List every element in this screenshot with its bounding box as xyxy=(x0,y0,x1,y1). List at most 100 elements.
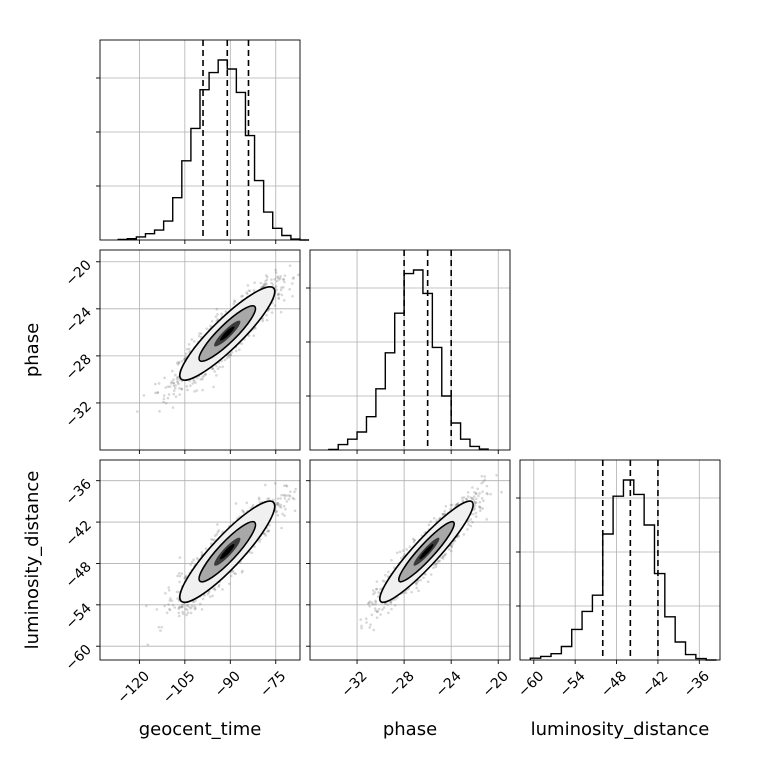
sample-point xyxy=(438,559,442,563)
sample-point xyxy=(201,377,204,381)
sample-point xyxy=(189,611,193,615)
sample-point xyxy=(254,327,257,330)
sample-point xyxy=(284,507,287,511)
sample-point xyxy=(201,388,204,392)
sample-point xyxy=(186,611,190,615)
sample-point xyxy=(262,285,265,288)
sample-point xyxy=(371,589,375,592)
sample-point xyxy=(444,504,448,508)
sample-point xyxy=(193,605,196,608)
contour-line xyxy=(179,500,276,604)
sample-point xyxy=(389,600,393,603)
sample-point xyxy=(217,583,221,587)
sample-point xyxy=(215,364,218,368)
sample-point xyxy=(217,529,221,532)
sample-point xyxy=(177,361,181,365)
sample-point xyxy=(203,594,206,597)
sample-point xyxy=(279,288,283,292)
x-tick-label: −54 xyxy=(557,668,589,700)
sample-point xyxy=(432,566,435,570)
sample-point xyxy=(280,286,283,289)
sample-point xyxy=(223,358,227,362)
sample-point xyxy=(467,523,470,526)
sample-point xyxy=(172,392,176,396)
sample-point xyxy=(191,382,195,385)
sample-point xyxy=(252,334,256,337)
sample-point xyxy=(276,293,280,296)
sample-point xyxy=(413,538,416,542)
sample-point xyxy=(415,586,418,590)
sample-point xyxy=(240,295,243,298)
sample-point xyxy=(280,493,283,497)
sample-point xyxy=(395,551,399,555)
sample-point xyxy=(246,284,250,287)
sample-point xyxy=(471,486,474,489)
hist-panel-geocent_time xyxy=(96,39,310,241)
sample-point xyxy=(180,572,184,575)
sample-point xyxy=(382,606,386,609)
sample-point xyxy=(291,277,295,280)
sample-point xyxy=(230,350,234,354)
sample-point xyxy=(359,618,363,621)
sample-point xyxy=(419,578,423,582)
sample-point xyxy=(469,496,472,499)
sample-point xyxy=(480,481,483,485)
sample-point xyxy=(270,311,274,314)
sample-point xyxy=(394,598,397,601)
sample-point xyxy=(265,278,269,282)
sample-point xyxy=(233,299,236,302)
sample-point xyxy=(441,512,445,516)
sample-point xyxy=(282,278,286,281)
sample-point xyxy=(482,499,485,502)
sample-point xyxy=(176,363,180,366)
sample-point xyxy=(479,506,482,510)
sample-point xyxy=(265,274,268,277)
sample-point xyxy=(227,355,231,359)
sample-point xyxy=(470,497,474,500)
sample-point xyxy=(267,529,270,533)
sample-point xyxy=(413,539,417,542)
sample-point xyxy=(240,571,244,574)
sample-point xyxy=(188,605,191,609)
sample-point xyxy=(429,573,433,576)
sample-point xyxy=(297,273,300,277)
sample-point xyxy=(167,393,171,396)
sample-point xyxy=(174,373,177,377)
sample-point xyxy=(174,384,177,387)
sample-point xyxy=(241,294,244,298)
sample-point xyxy=(175,380,179,383)
sample-point xyxy=(172,389,176,392)
sample-point xyxy=(285,494,289,497)
sample-point xyxy=(441,557,445,560)
sample-point xyxy=(218,365,222,369)
sample-point xyxy=(178,574,182,578)
sample-point xyxy=(476,487,479,491)
sample-point xyxy=(469,524,473,528)
sample-point xyxy=(270,281,273,285)
sample-point xyxy=(368,600,372,603)
sample-point xyxy=(481,490,484,493)
sample-point xyxy=(172,384,176,388)
sample-point xyxy=(434,562,438,566)
sample-point xyxy=(436,560,440,564)
sample-point xyxy=(158,410,161,413)
sample-point xyxy=(168,385,172,388)
sample-point xyxy=(159,629,162,632)
sample-point xyxy=(473,501,477,505)
sample-point xyxy=(185,613,188,617)
sample-point xyxy=(282,299,286,302)
sample-point xyxy=(234,572,238,576)
panel-frame xyxy=(99,39,301,241)
sample-point xyxy=(185,385,189,388)
sample-point xyxy=(282,286,285,289)
sample-point xyxy=(471,497,474,500)
sample-point xyxy=(277,503,280,507)
sample-point xyxy=(370,601,374,604)
sample-point xyxy=(211,367,215,371)
sample-point xyxy=(474,501,478,505)
sample-point xyxy=(221,588,224,591)
sample-point xyxy=(263,483,267,487)
sample-point xyxy=(291,294,294,298)
sample-point xyxy=(288,264,292,267)
